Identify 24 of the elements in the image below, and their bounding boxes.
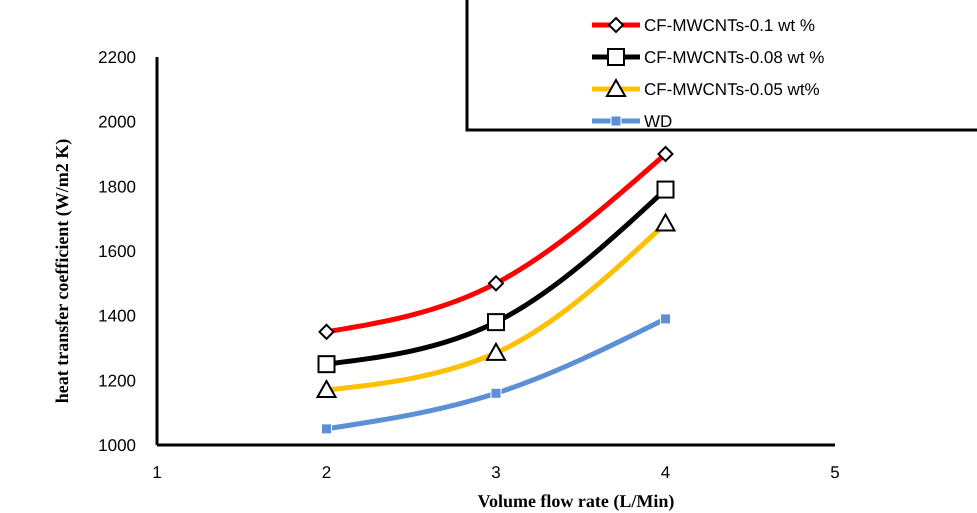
legend-label: CF-MWCNTs-0.1 wt %: [644, 16, 815, 35]
legend-label: CF-MWCNTs-0.05 wt%: [644, 80, 820, 99]
point: [490, 388, 502, 399]
y-axis-title: heat transfer coefficient (W/m2 K): [52, 138, 72, 404]
y-tick-label: 1800: [98, 177, 136, 196]
point: [318, 355, 336, 374]
y-tick-label: 1600: [98, 242, 136, 261]
x-tick-label: 3: [491, 463, 501, 482]
point: [487, 313, 505, 332]
x-axis-title: Volume flow rate (L/Min): [478, 491, 674, 511]
y-tick-label: 1200: [98, 371, 136, 390]
x-tick-label: 5: [830, 463, 840, 482]
point: [656, 180, 674, 199]
x-tick-label: 2: [322, 463, 332, 482]
point: [321, 423, 332, 434]
legend-label: CF-MWCNTs-0.08 wt %: [644, 48, 824, 67]
y-tick-label: 1400: [98, 306, 136, 326]
y-tick-label: 2000: [98, 112, 136, 132]
y-tick-label: 2200: [98, 48, 136, 67]
x-tick-label: 1: [152, 463, 162, 482]
x-tick-label: 4: [660, 463, 670, 482]
y-tick-label: 1000: [98, 436, 136, 455]
legend-label: WD: [644, 112, 672, 131]
point: [660, 313, 671, 324]
